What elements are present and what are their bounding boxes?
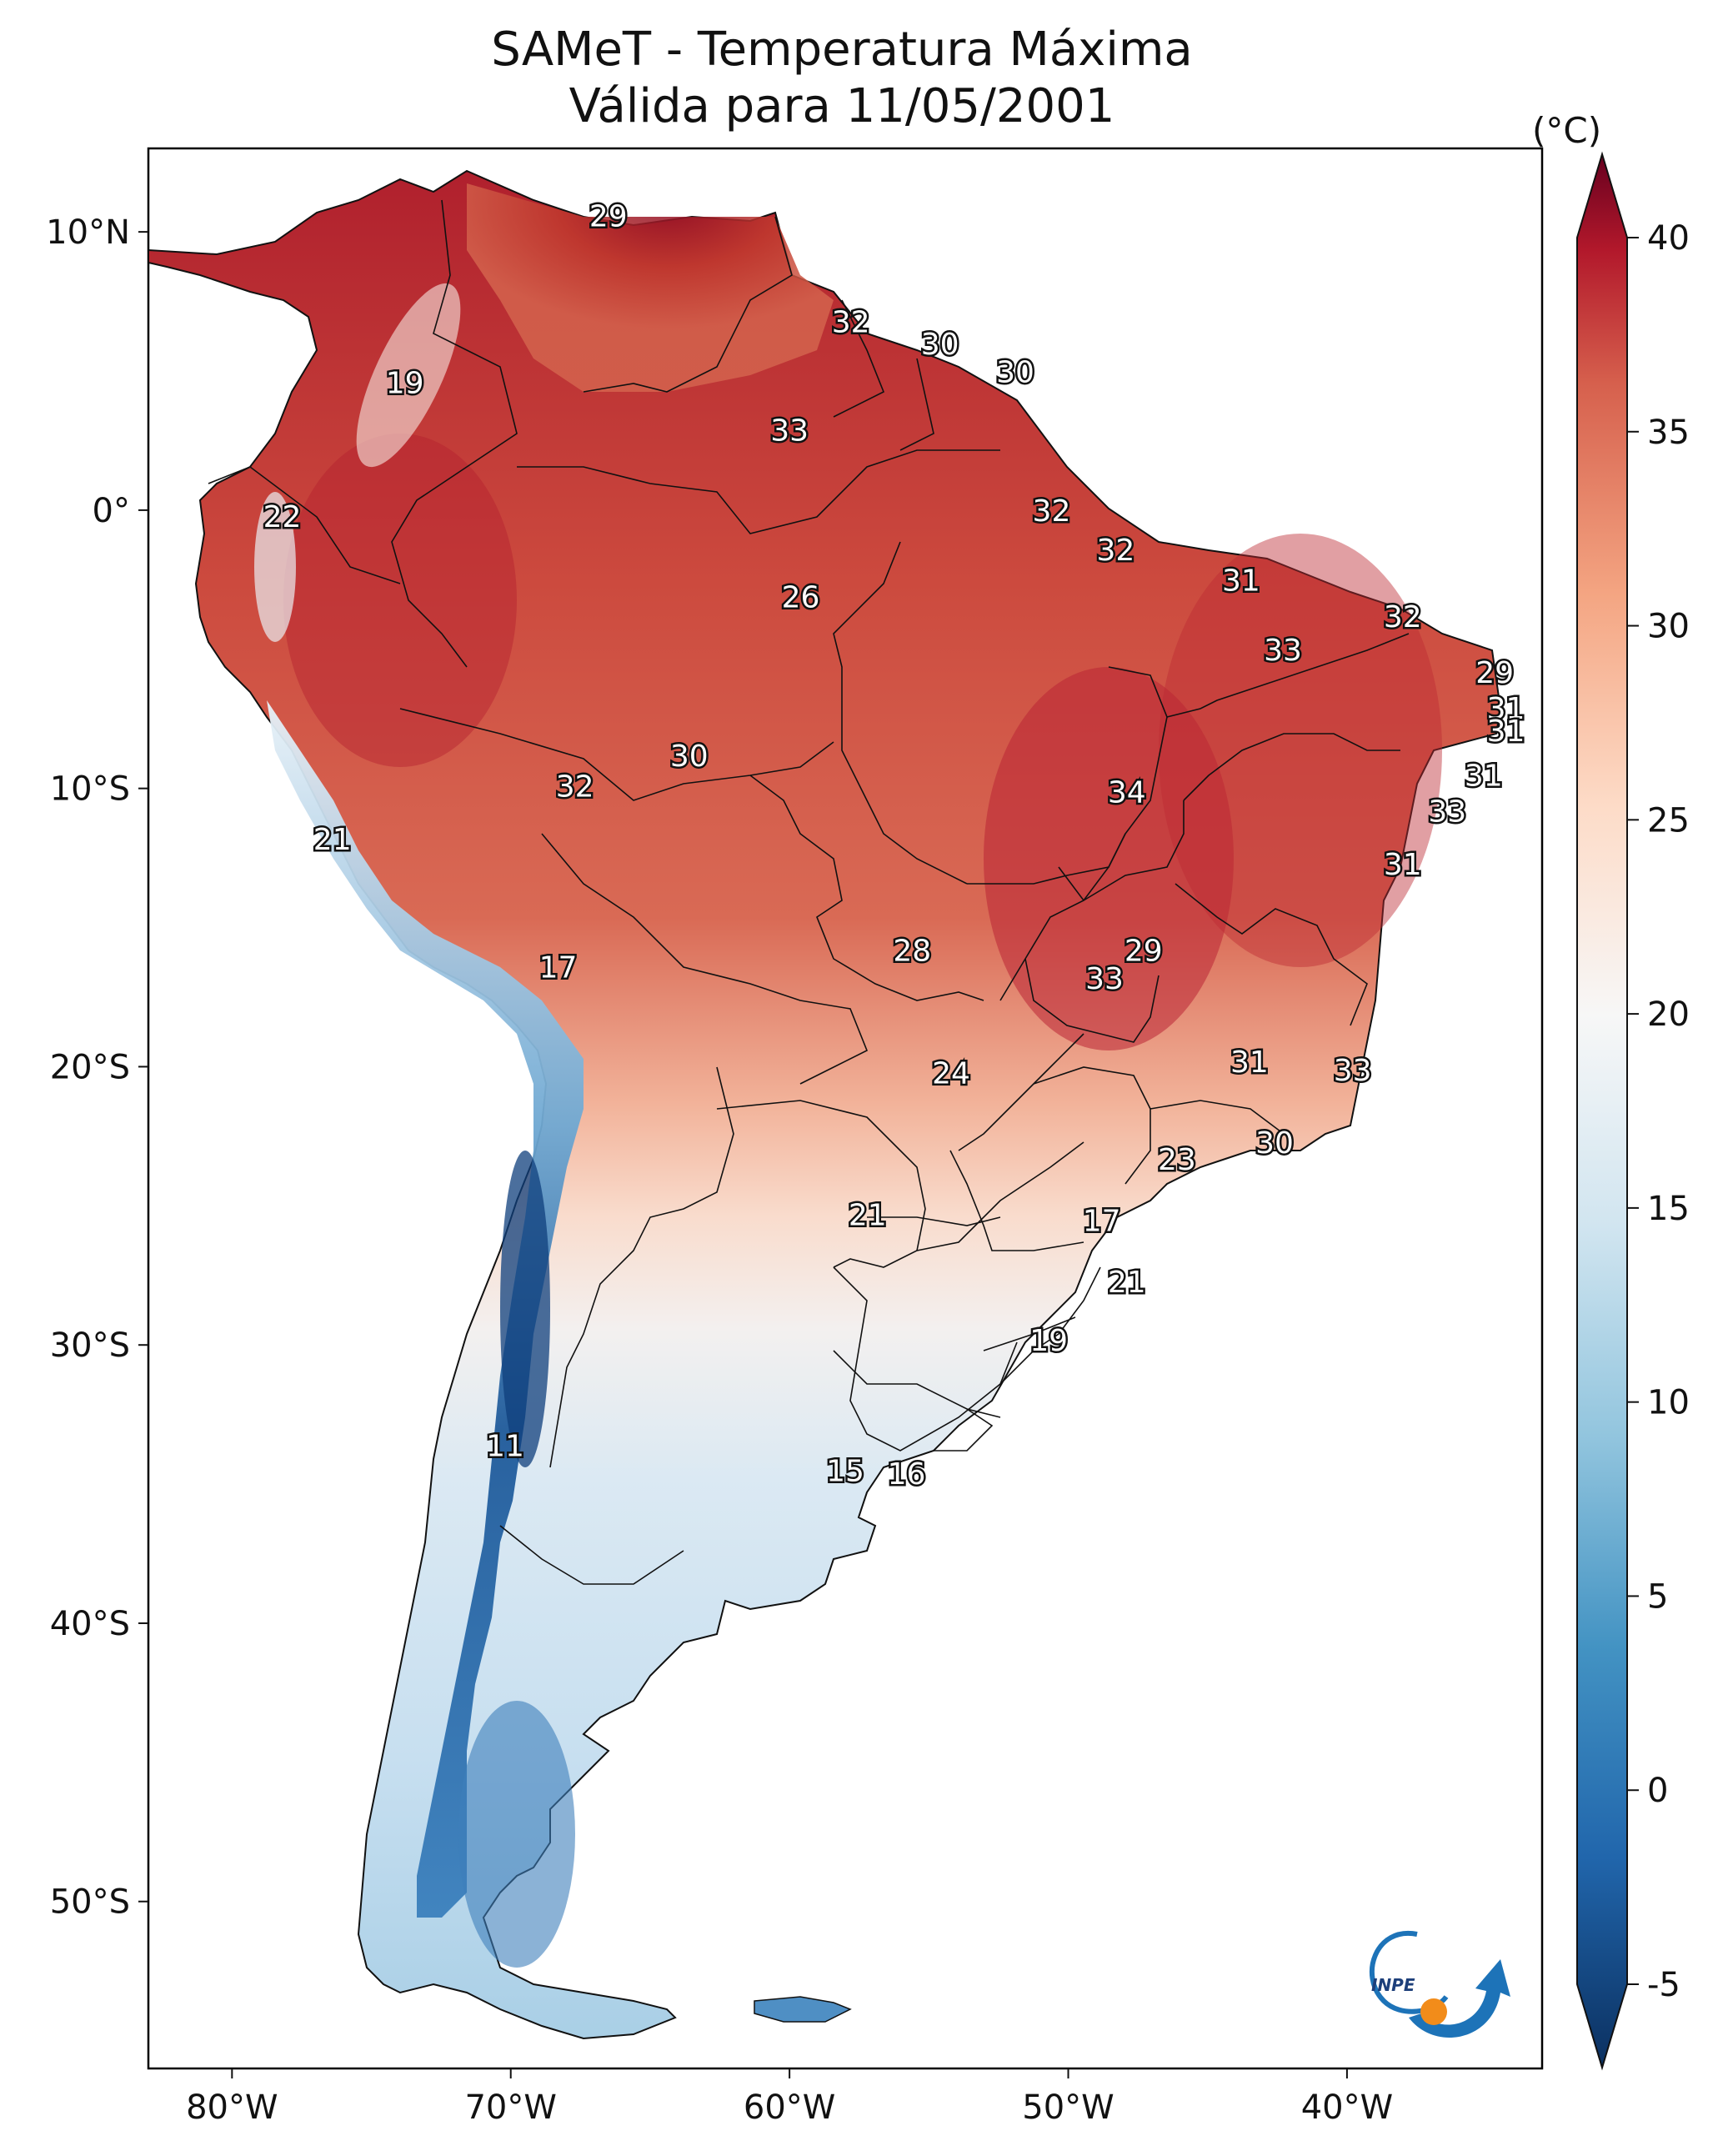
lat-tick-label: 30°S — [50, 1326, 130, 1365]
contour-label: 29 — [1475, 656, 1514, 690]
contour-label: 32 — [1096, 534, 1134, 568]
contour-label: 33 — [1085, 962, 1124, 996]
lat-tick-label: 10°S — [50, 770, 130, 809]
colorbar-tick-label: -5 — [1647, 1966, 1680, 2004]
colorbar-tick-label: 30 — [1647, 608, 1690, 646]
ecuador-andes-cool — [254, 492, 296, 642]
contour-label: 30 — [1255, 1126, 1294, 1161]
map-subtitle-date: Válida para 11/05/2001 — [568, 79, 1115, 133]
colorbar-unit-label: (°C) — [1532, 110, 1602, 151]
colorbar-tick-label: 20 — [1647, 995, 1690, 1034]
lat-tick-label: 10°N — [46, 213, 130, 252]
colorbar-tick-label: 15 — [1647, 1190, 1690, 1228]
contour-label: 17 — [539, 951, 578, 985]
contour-label: 16 — [888, 1457, 926, 1492]
colorbar: -5 0 5 10 15 20 25 30 35 40 — [1576, 151, 1690, 2071]
contour-label: 31 — [1487, 692, 1525, 726]
inpe-logo: INPE — [1369, 1930, 1510, 2038]
contour-label: 21 — [313, 823, 352, 857]
contour-label: 31 — [1384, 848, 1422, 882]
contour-label: 21 — [849, 1199, 887, 1233]
colorbar-tick-label: 5 — [1647, 1577, 1668, 1616]
contour-label: 30 — [996, 355, 1034, 389]
colorbar-body — [1576, 151, 1628, 2071]
contour-label: 33 — [1334, 1054, 1372, 1088]
contour-label: 33 — [1428, 795, 1466, 830]
heat-core-amazon-west — [283, 434, 517, 767]
contour-label: 30 — [670, 740, 709, 774]
lon-tick-label: 80°W — [186, 2088, 278, 2127]
map-layer: INPE — [148, 169, 1510, 2040]
longitude-axis: 80°W 70°W 60°W 50°W 40°W — [186, 2068, 1393, 2127]
contour-label: 26 — [782, 581, 820, 615]
lat-tick-label: 0° — [93, 492, 130, 530]
colorbar-tick-label: 10 — [1647, 1384, 1690, 1422]
contour-label: 23 — [1158, 1143, 1196, 1177]
contour-label: 33 — [1264, 634, 1302, 668]
colorbar-tick-label: 25 — [1647, 801, 1690, 840]
inpe-logo-sun-icon — [1420, 1998, 1447, 2025]
contour-label: 28 — [893, 935, 931, 969]
map-title: SAMeT - Temperatura Máxima — [491, 23, 1193, 77]
heat-core-northeast — [1159, 534, 1442, 967]
heat-core-central-brazil — [984, 667, 1234, 1050]
contour-label: 31 — [1487, 714, 1525, 749]
contour-label: 31 — [1465, 759, 1503, 793]
colorbar-tick-label: 0 — [1647, 1772, 1668, 1810]
contour-label: 24 — [932, 1056, 970, 1091]
lon-tick-label: 50°W — [1022, 2088, 1114, 2127]
contour-label: 31 — [1230, 1045, 1269, 1080]
lon-tick-label: 60°W — [744, 2088, 835, 2127]
lat-tick-label: 50°S — [50, 1883, 130, 1922]
contour-label: 31 — [1222, 564, 1260, 599]
heat-core-north — [467, 183, 834, 392]
contour-label: 22 — [263, 500, 302, 534]
colorbar-tick-label: 35 — [1647, 414, 1690, 452]
lon-tick-label: 70°W — [464, 2088, 556, 2127]
contour-label: 30 — [921, 328, 959, 362]
lon-tick-label: 40°W — [1301, 2088, 1393, 2127]
country-borders — [208, 199, 1410, 1585]
contour-label: 19 — [1029, 1324, 1068, 1358]
contour-label: 32 — [832, 305, 870, 339]
contour-label: 11 — [486, 1430, 524, 1464]
contour-label: 21 — [1108, 1266, 1146, 1300]
contour-label: 32 — [1384, 600, 1422, 634]
contour-label: 15 — [826, 1455, 864, 1489]
contour-label: 19 — [386, 367, 424, 401]
contour-label: 29 — [1124, 935, 1163, 969]
contour-label: 32 — [556, 770, 594, 805]
latitude-axis: 10°N 0° 10°S 20°S 30°S 40°S 50°S — [46, 213, 148, 1922]
colorbar-ticks: -5 0 5 10 15 20 25 30 35 40 — [1627, 219, 1690, 2004]
contour-label: 32 — [1033, 494, 1071, 529]
inpe-logo-text: INPE — [1371, 1975, 1415, 1995]
contour-label: 33 — [770, 414, 809, 448]
lat-tick-label: 20°S — [50, 1048, 130, 1086]
contour-label: 17 — [1083, 1204, 1121, 1238]
contour-label: 34 — [1108, 775, 1146, 810]
patagonia-cold-patch — [458, 1701, 575, 1968]
contour-label: 29 — [589, 199, 628, 233]
falkland-islands — [754, 1996, 852, 2023]
colorbar-tick-label: 40 — [1647, 219, 1690, 258]
andes-cold-band — [267, 700, 584, 1918]
andes-cold-core — [500, 1151, 550, 1467]
lat-tick-label: 40°S — [50, 1605, 130, 1643]
